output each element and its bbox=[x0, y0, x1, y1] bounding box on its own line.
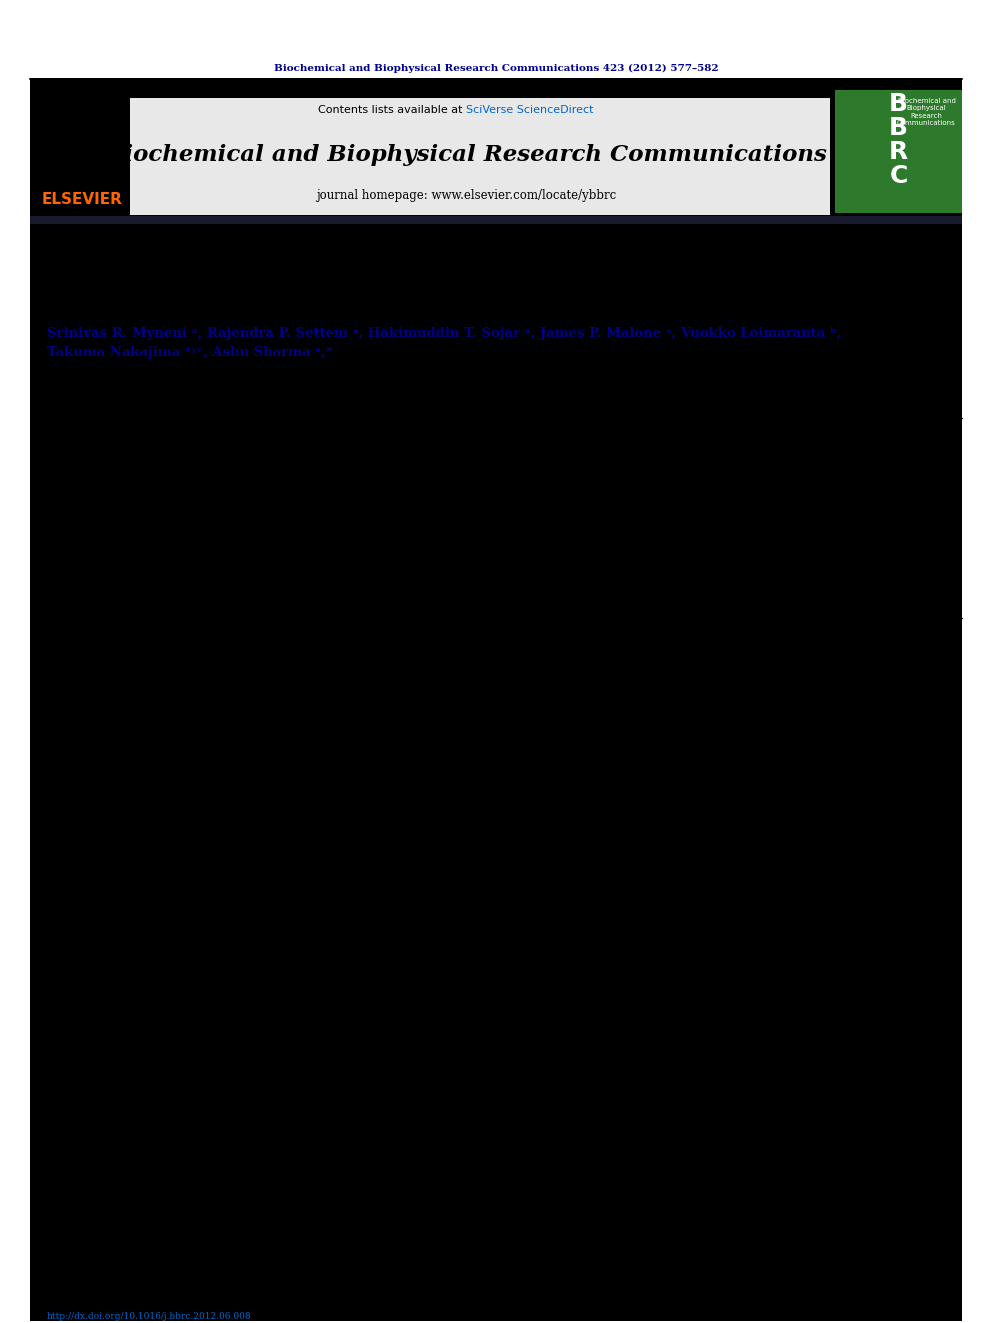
Text: binding and activation of TLR2. The objective of the current study was to identi: binding and activation of TLR2. The obje… bbox=[258, 528, 779, 537]
Text: SciVerse ScienceDirect: SciVerse ScienceDirect bbox=[466, 105, 594, 115]
Text: ᵇ Department of Medical Biochemistry and Genetics, University of Turku, Finland: ᵇ Department of Medical Biochemistry and… bbox=[47, 385, 451, 394]
Text: * Corresponding author. Address: Department of Oral Biology, School of Dental: * Corresponding author. Address: Departm… bbox=[47, 1248, 412, 1257]
Text: ultimately drives T. forsythia-induced periodontal inflammation: ultimately drives T. forsythia-induced p… bbox=[510, 646, 831, 654]
Text: ated immune responses following recognition of bacterial factors by different TL: ated immune responses following recognit… bbox=[258, 467, 761, 476]
Text: which is formed by the 23 tandem repeats of a leucine-rich repeat: which is formed by the 23 tandem repeats… bbox=[510, 683, 847, 692]
Text: Biochemical and Biophysical Research Communications 423 (2012) 577–582: Biochemical and Biophysical Research Com… bbox=[274, 64, 718, 73]
Text: (TLRs) family recognize distinct microbial patterns to transduce: (TLRs) family recognize distinct microbi… bbox=[47, 677, 373, 687]
Text: Identification of a unique TLR2–interacting peptide motif in a microbial: Identification of a unique TLR2–interact… bbox=[47, 261, 894, 280]
Text: Medicine, 311 Foster Hall, 3435 Main St., University at Buffalo, Buffalo, NY 142: Medicine, 311 Foster Hall, 3435 Main St.… bbox=[47, 1259, 431, 1269]
Text: ARTICLE INFO: ARTICLE INFO bbox=[47, 431, 146, 445]
Text: activating TLR2 induces the secretion of inflammatory cytokines: activating TLR2 induces the secretion of… bbox=[47, 865, 376, 875]
Text: lence factor, the BspA, which drives periodontal inflammation by activating TLR2: lence factor, the BspA, which drives per… bbox=[258, 504, 783, 513]
Text: Article history:: Article history: bbox=[47, 455, 126, 464]
Text: chronic inflammation of the tooth supporting apparatus often leading to tooth lo: chronic inflammation of the tooth suppor… bbox=[258, 479, 763, 488]
Text: leucine-rich repeat protein: leucine-rich repeat protein bbox=[47, 290, 364, 310]
Text: Pattern-recognition receptors (PPRs) of the Toll-like receptor: Pattern-recognition receptors (PPRs) of … bbox=[47, 665, 358, 675]
Text: globulin-like domains in the C-terminal portion [13,18]. The LRR: globulin-like domains in the C-terminal … bbox=[510, 708, 839, 717]
Text: might allow the LRR domain to adapt a cysteine-ladder conforma-: might allow the LRR domain to adapt a cy… bbox=[510, 733, 845, 741]
Text: Available online 10 June 2012: Available online 10 June 2012 bbox=[47, 486, 194, 495]
Text: ELSEVIER: ELSEVIER bbox=[42, 193, 122, 208]
Text: a cell-surface associated and secreted protein BspA [13], which by: a cell-surface associated and secreted p… bbox=[47, 852, 385, 861]
Text: TLR2. Our approaches involved screening a series of overlapping: TLR2. Our approaches involved screening … bbox=[510, 820, 842, 830]
Text: involved in orchestrating innate and adaptive immune responses: involved in orchestrating innate and ada… bbox=[47, 703, 377, 712]
Text: journal homepage: www.elsevier.com/locate/ybbrc: journal homepage: www.elsevier.com/locat… bbox=[316, 189, 616, 202]
Text: tri- or di-acylated peptides, respectively. However, TLR2 is also: tri- or di-acylated peptides, respective… bbox=[47, 740, 367, 749]
Text: modulate the activity of TLR2 in order to block bacterially-induced inflammation: modulate the activity of TLR2 in order t… bbox=[258, 589, 661, 598]
Text: duced chronic inflammation of the tooth supporting tissues often: duced chronic inflammation of the tooth … bbox=[47, 803, 378, 811]
Text: 2. Materials and methods: 2. Materials and methods bbox=[510, 864, 689, 877]
Text: Biochemical and
Biophysical
Research
Communications: Biochemical and Biophysical Research Com… bbox=[897, 98, 956, 126]
Text: is involved in mediating the interaction of BspA with TLR2. Thus, our study has : is involved in mediating the interaction… bbox=[258, 553, 781, 561]
Text: USA. Fax: +1 716 829 3842.: USA. Fax: +1 716 829 3842. bbox=[47, 1271, 177, 1281]
Text: 1. Introduction: 1. Introduction bbox=[47, 639, 154, 651]
Text: ᵃ Department of Oral Biology, School of Dental Medicine, University at Buffalo, : ᵃ Department of Oral Biology, School of … bbox=[47, 370, 560, 380]
Text: © 2012 Elsevier Inc. All rights reserved.: © 2012 Elsevier Inc. All rights reserved… bbox=[738, 603, 940, 613]
Text: [14,15]. Furthermore, TLR2 signaling leads to Th2 cell bias, which: [14,15]. Furthermore, TLR2 signaling lea… bbox=[47, 877, 386, 886]
Text: 2.1. Reagents: 2.1. Reagents bbox=[510, 889, 595, 901]
Text: phages from wild-type and TLR2 knockout mice.: phages from wild-type and TLR2 knockout … bbox=[510, 857, 756, 867]
Text: Keywords:: Keywords: bbox=[47, 511, 102, 520]
Text: B
B
R
C: B B R C bbox=[889, 93, 908, 188]
Text: motif(s) within the LRR 1–16 region of BspA that bind and activate: motif(s) within the LRR 1–16 region of B… bbox=[510, 807, 849, 816]
Text: forsythia, a pathogen strongly implicated in periodontitis, expresses: forsythia, a pathogen strongly implicate… bbox=[47, 840, 394, 849]
Text: TLR-2: TLR-2 bbox=[47, 552, 77, 561]
Text: Contents lists available at: Contents lists available at bbox=[318, 105, 466, 115]
Text: respect to ligand binding. This work could provide a structural basis for design: respect to ligand binding. This work cou… bbox=[258, 577, 765, 586]
Text: BspA comprises a horse-shoe shaped leucine-rich domain [17],: BspA comprises a horse-shoe shaped leuci… bbox=[510, 669, 838, 679]
Text: of the BspA protein comprises a leucine-rich repeat (LRR) domain previously show: of the BspA protein comprises a leucine-… bbox=[258, 516, 779, 525]
Text: Biochemical and Biophysical Research Communications: Biochemical and Biophysical Research Com… bbox=[105, 144, 827, 165]
Text: that mediates the binding of a bacterial protein to TLR2 and highlights the prom: that mediates the binding of a bacterial… bbox=[258, 565, 799, 574]
FancyBboxPatch shape bbox=[130, 98, 830, 216]
Text: BspA: BspA bbox=[47, 538, 72, 548]
Text: ᶜ Tokyo Medical and Dental University, Tokyo 113-8549, Japan: ᶜ Tokyo Medical and Dental University, T… bbox=[47, 401, 355, 410]
Text: Pathogenesis of many bacterially-induced inflammatory diseases is driven by Toll: Pathogenesis of many bacterially-induced… bbox=[258, 455, 790, 464]
Text: [1]. For example, TLR2 primarily binds acylated peptides, and in: [1]. For example, TLR2 primarily binds a… bbox=[47, 714, 375, 724]
Text: the host to oral bacteria during disease pathogenesis [12]. Tannerella: the host to oral bacteria during disease… bbox=[47, 827, 402, 836]
Text: Takuma Nakajima ᵃʸᶜ, Ashu Sharma ᵃ,*: Takuma Nakajima ᵃʸᶜ, Ashu Sharma ᵃ,* bbox=[47, 345, 333, 359]
Text: (LRR) motif in the N-terminal portion, and four bacterial immuno-: (LRR) motif in the N-terminal portion, a… bbox=[510, 695, 846, 704]
Text: tion reported in other cysteine containing LRR proteins [19]. We: tion reported in other cysteine containi… bbox=[510, 745, 838, 754]
Text: 0006-291X/$ - see front matter © 2012 Elsevier Inc. All rights reserved.: 0006-291X/$ - see front matter © 2012 El… bbox=[47, 1301, 378, 1308]
Text: LRR domain of BspA that interact with TLR2. Our results demonstrate that a seque: LRR domain of BspA that interact with TL… bbox=[258, 540, 800, 549]
Text: http://dx.doi.org/10.1016/j.bbrc.2012.06.008: http://dx.doi.org/10.1016/j.bbrc.2012.06… bbox=[47, 1312, 252, 1320]
Text: Received 29 May 2012: Received 29 May 2012 bbox=[47, 471, 160, 480]
Text: dimer and that the LRR region comprising LRR repeats 1–16 is in-: dimer and that the LRR region comprising… bbox=[510, 770, 847, 779]
Text: from recent studies demonstrating its ability to bind non-acylated: from recent studies demonstrating its ab… bbox=[47, 765, 381, 774]
Text: [2–11]. In infectious diseases, such as periodontitis, a bacterially-in-: [2–11]. In infectious diseases, such as … bbox=[47, 790, 393, 799]
Text: Toll-like receptor agonists Pam₃CSK₄ lipopeptide, highly puri-: Toll-like receptor agonists Pam₃CSK₄ lip… bbox=[510, 912, 822, 921]
Text: quite unrestricted with respect to its ligand specificity, evidenced: quite unrestricted with respect to its l… bbox=[47, 753, 381, 762]
Text: Leucine-rich repeat protein: Leucine-rich repeat protein bbox=[47, 525, 184, 534]
Text: Tannerella forsythia: Tannerella forsythia bbox=[47, 565, 146, 573]
Text: intracellular signaling for release of inflammatory cytokines: intracellular signaling for release of i… bbox=[47, 691, 352, 699]
Text: Gram-negative bacterial consortium that includes Tannerella forsythia. This bact: Gram-negative bacterial consortium that … bbox=[258, 492, 775, 500]
Text: The objective of the current study was to identify specific: The objective of the current study was t… bbox=[510, 795, 812, 804]
Text: ABSTRACT: ABSTRACT bbox=[258, 431, 331, 445]
Text: fied Escherichia coli K-12 LPS (Ec. LPS), polymyxin B sulfate, human: fied Escherichia coli K-12 LPS (Ec. LPS)… bbox=[510, 925, 861, 934]
Text: and activation of TLR2 by using reporter cell lines and macro-: and activation of TLR2 by using reporter… bbox=[510, 845, 826, 855]
Text: E-mail address: sharmas@buffalo.edu (A. Sharma).: E-mail address: sharmas@buffalo.edu (A. … bbox=[47, 1285, 282, 1294]
Text: Srinivas R. Myneni ᵃ, Rajendra P. Settem ᵃ, Hakimuddin T. Sojar ᵃ, James P. Malo: Srinivas R. Myneni ᵃ, Rajendra P. Settem… bbox=[47, 327, 841, 340]
Text: leading to tooth loss, TLRs modulate inflammatory responses of: leading to tooth loss, TLRs modulate inf… bbox=[47, 815, 370, 824]
Text: and jaw associated bone loss in mice [16].: and jaw associated bone loss in mice [16… bbox=[510, 658, 723, 667]
Text: volved in direct binding to TLR2 [14].: volved in direct binding to TLR2 [14]. bbox=[510, 782, 701, 791]
Text: peptides and proteins of diverse origin with no structural similarity: peptides and proteins of diverse origin … bbox=[47, 778, 390, 786]
Text: cooperation with TLR1 or TLR6 is able to differentially discriminate: cooperation with TLR1 or TLR6 is able to… bbox=[47, 728, 393, 737]
FancyBboxPatch shape bbox=[835, 90, 962, 213]
Text: synthetic peptides derived from the LRR 1–16 region for binding: synthetic peptides derived from the LRR … bbox=[510, 832, 839, 841]
FancyBboxPatch shape bbox=[30, 216, 962, 224]
Text: have previously shown that BspA activates TLR2/1 receptor hetero-: have previously shown that BspA activate… bbox=[510, 758, 854, 766]
Text: motif in BspA belongs to a cysteine-containing subtype, which: motif in BspA belongs to a cysteine-cont… bbox=[510, 720, 825, 729]
